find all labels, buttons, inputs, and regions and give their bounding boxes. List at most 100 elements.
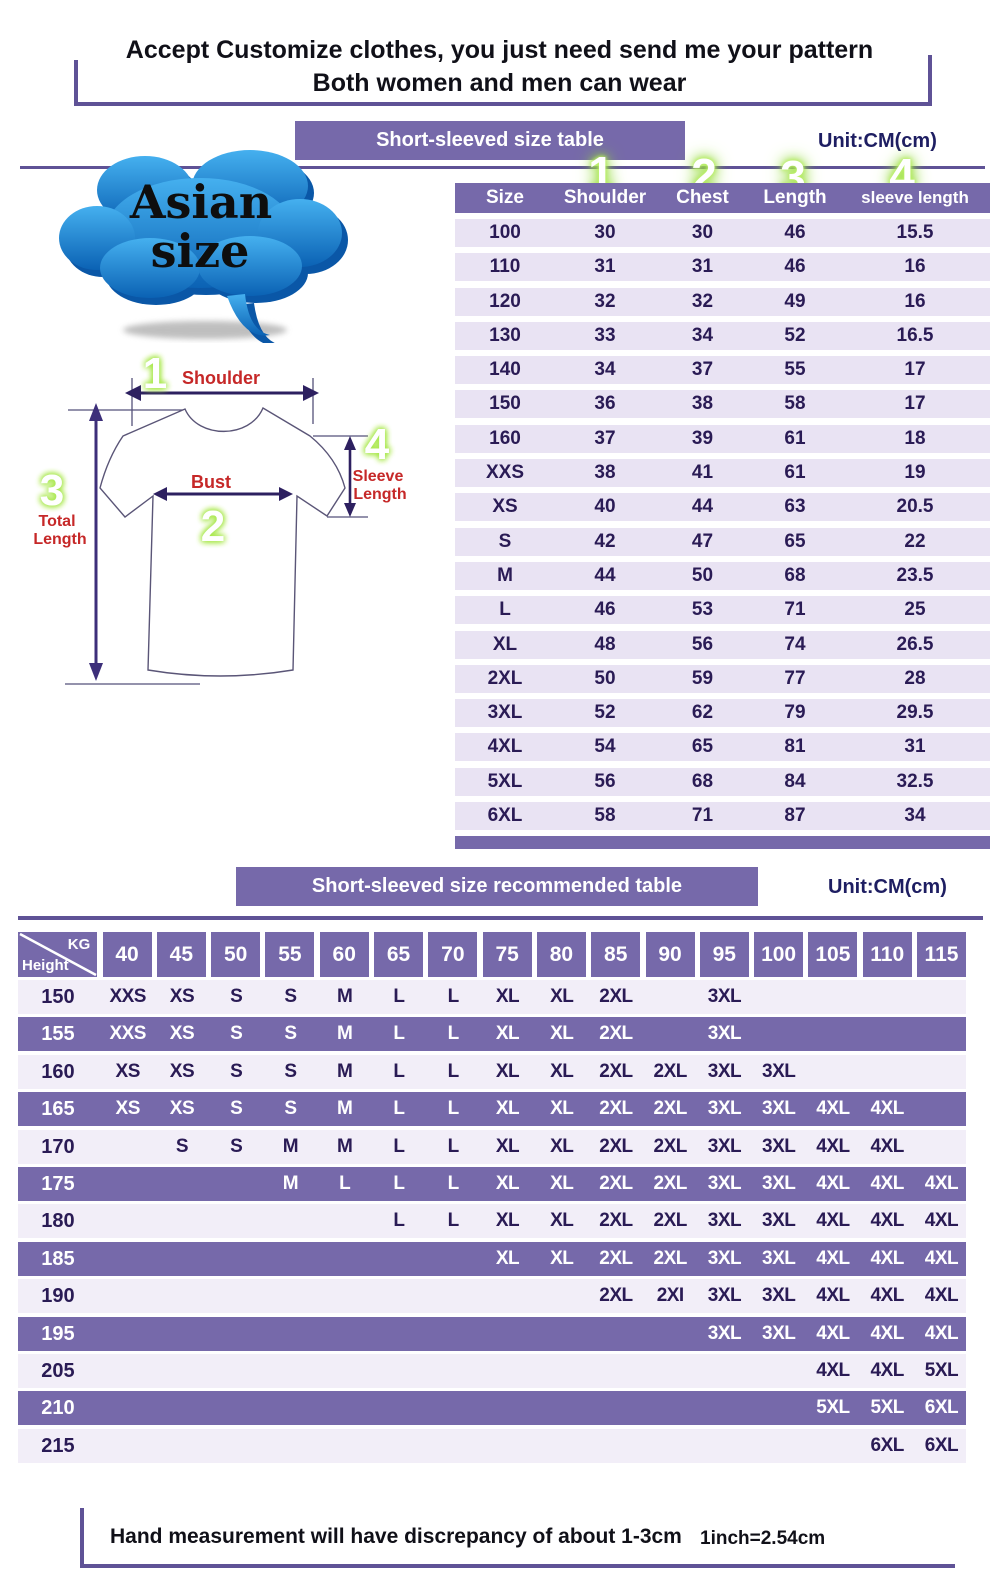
corner-diagonal-line — [19, 932, 97, 977]
header-line-2: Both women and men can wear — [312, 69, 687, 97]
recommended-size-cell: XL — [550, 1098, 574, 1120]
recommended-size-cell — [157, 1242, 206, 1276]
recommended-size-cell: 2XL — [599, 1060, 633, 1082]
size-value: 61 — [784, 462, 806, 484]
recommended-size-cell: XL — [495, 986, 520, 1007]
recommended-size-cell: 3XL — [707, 1247, 742, 1269]
size-table-row: XS 40 44 63 20.5 — [455, 493, 990, 522]
recommended-size-cell: 4XL — [870, 1285, 905, 1307]
recommended-size-cell — [646, 1317, 695, 1351]
tshirt-outline — [99, 406, 346, 677]
shoulder-arrow — [125, 385, 319, 401]
recommended-size-cell: 3XL — [707, 1098, 742, 1120]
size-value: 29.5 — [896, 702, 934, 724]
size-value: 15.5 — [896, 222, 934, 243]
reco-table-row: 160 XS XS S S M L L XL XL 2XL 2XL 3XL 3XL — [18, 1054, 966, 1089]
recommended-size-cell: 4XL — [870, 1098, 905, 1120]
asian-size-cloud-badge: Asian size — [59, 150, 348, 343]
size-value: 46 — [594, 599, 616, 621]
recommended-size-cell: L — [393, 1060, 405, 1082]
recommended-size-cell: S — [230, 1023, 243, 1045]
reco-table-row: 165 XS XS S S M L L XL XL 2XL 2XL 3XL 3XL 4XL 4XL — [18, 1092, 966, 1127]
recommended-size-cell — [808, 1017, 857, 1051]
size-value: 55 — [784, 359, 806, 381]
height-label: 150 — [41, 986, 75, 1008]
height-label: 205 — [41, 1359, 75, 1382]
weight-header-cells: 40 45 50 55 60 65 70 75 80 85 90 95 100 105 110 115 — [97, 932, 966, 977]
recommended-size-cell — [646, 980, 695, 1014]
recommended-size-cell — [429, 1429, 478, 1463]
weight-header-cell: 90 — [645, 932, 695, 977]
bust-label: Bust — [191, 472, 231, 492]
header-frame-right — [928, 55, 932, 106]
header-frame-left — [74, 60, 78, 106]
section2-title-bar: Short-sleeved size recommended table — [236, 867, 758, 906]
recommended-size-cell: L — [393, 1098, 405, 1120]
size-value: 41 — [691, 462, 714, 484]
size-value: 63 — [784, 496, 806, 518]
recommended-size-cell: 3XL — [762, 1210, 796, 1232]
height-label: 195 — [41, 1322, 75, 1345]
recommended-size-cell: 2XL — [653, 1098, 688, 1120]
size-label: L — [499, 599, 511, 621]
recommended-size-cell: XL — [495, 1023, 520, 1045]
section1-divider — [20, 166, 985, 169]
size-label: XS — [492, 496, 518, 518]
size-label: S — [498, 530, 512, 552]
recommended-size-cell — [808, 980, 857, 1014]
recommended-size-cell: XS — [169, 1060, 195, 1082]
size-value: 59 — [691, 667, 714, 689]
recommended-size-cell — [700, 1429, 749, 1463]
size-value: 32 — [594, 290, 616, 312]
recommended-size-cell — [754, 1354, 803, 1388]
size-value: 16 — [904, 256, 926, 278]
recommended-size-cell: 4XL — [816, 1098, 850, 1120]
corner-height-label: Height — [22, 957, 69, 974]
recommended-size-cell — [483, 1354, 532, 1388]
total-length-label-line2: Length — [33, 531, 86, 548]
size-value: 31 — [691, 256, 714, 278]
weight-header-cell: 60 — [319, 932, 369, 977]
size-value: 44 — [594, 564, 616, 586]
size-value: 18 — [904, 427, 926, 449]
cloud-front-layer — [59, 150, 342, 336]
recommended-size-cell — [537, 1391, 586, 1425]
recommended-size-cell: L — [393, 986, 405, 1007]
size-value: 39 — [691, 427, 714, 449]
recommended-size-cell: 3XL — [762, 1322, 796, 1344]
recommended-size-cell — [212, 1429, 261, 1463]
recommended-size-cell — [103, 1242, 152, 1276]
diagram-number-2: 2 — [201, 502, 225, 551]
recommended-size-table: KG Height 40 45 50 55 60 65 70 75 80 85 90 95 100 105… — [18, 932, 966, 1466]
recommended-size-cell: 2XL — [653, 1210, 688, 1232]
recommended-size-cell — [103, 1391, 152, 1425]
recommended-size-cell: 3XL — [762, 1285, 796, 1307]
sleeve-label-line1: Sleeve — [353, 468, 404, 485]
header-frame-bottom — [74, 102, 932, 106]
size-label: 6XL — [487, 805, 523, 827]
recommended-size-cell — [483, 1429, 532, 1463]
size-table-row: XL 48 56 74 26.5 — [455, 630, 990, 659]
size-table-row: S 42 47 65 22 — [455, 527, 990, 556]
height-label: 170 — [41, 1135, 75, 1158]
recommended-size-cell — [266, 1204, 315, 1238]
height-label: 215 — [41, 1434, 75, 1457]
size-value: 46 — [784, 222, 806, 243]
recommended-size-cell: S — [284, 1060, 297, 1082]
size-value: 34 — [594, 359, 616, 381]
size-value: 34 — [691, 324, 714, 346]
recommended-size-cell: 2XL — [599, 986, 633, 1007]
recommended-size-cell: XXS — [109, 1023, 146, 1045]
size-value: 30 — [691, 222, 714, 243]
size-table-row: 150 36 38 58 17 — [455, 390, 990, 419]
size-table-row: 100 30 30 46 15.5 — [455, 219, 990, 247]
recommended-size-cell: 3XL — [762, 1172, 796, 1194]
size-value: 33 — [594, 324, 616, 346]
section2-unit-label: Unit:CM(cm) — [828, 876, 947, 898]
recommended-size-cell — [266, 1354, 315, 1388]
reco-table-row: 155 XXS XS S S M L L XL XL 2XL 3XL — [18, 1017, 966, 1052]
recommended-size-cell: XL — [495, 1135, 520, 1157]
size-value: 52 — [784, 324, 806, 346]
recommended-size-cell: 4XL — [870, 1210, 905, 1232]
